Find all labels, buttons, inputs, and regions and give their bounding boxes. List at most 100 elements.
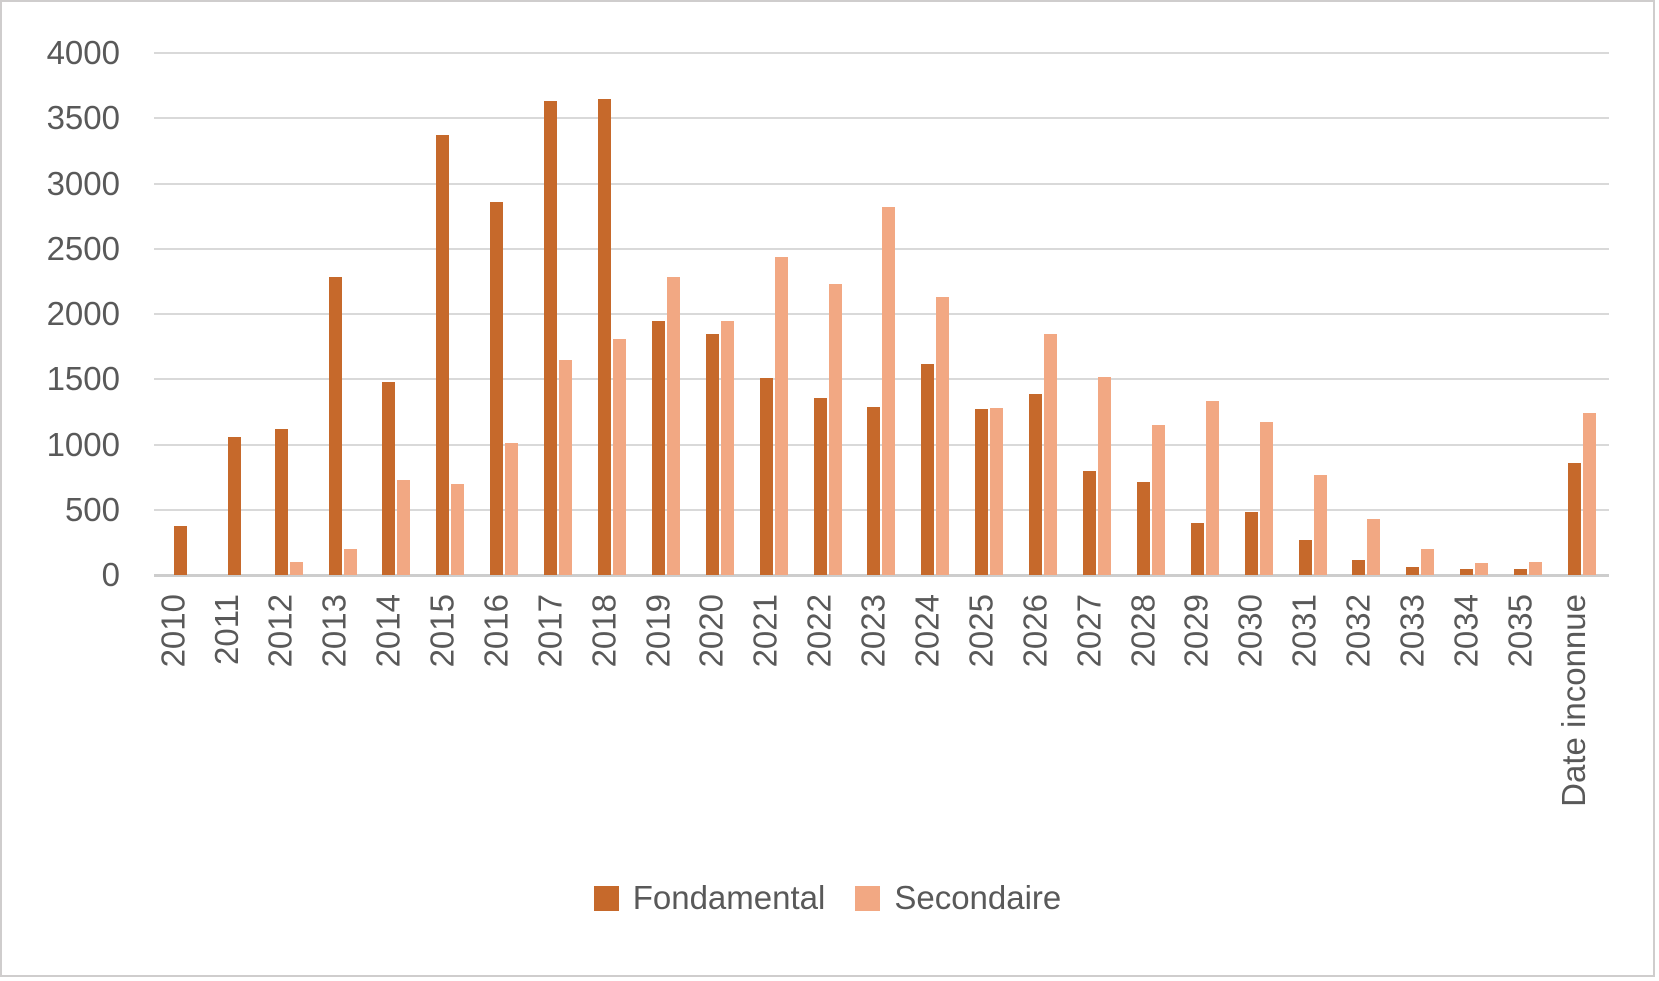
category-column-2021 — [747, 53, 801, 575]
bar-secondaire-2017 — [559, 359, 573, 575]
bar-secondaire-2021 — [774, 256, 788, 575]
category-column-2010 — [154, 53, 208, 575]
x-tick-label-2032: 2032 — [1339, 594, 1377, 668]
bar-secondaire-2032 — [1367, 518, 1381, 575]
bar-fondamental-2024 — [921, 363, 935, 575]
gridline-2000 — [154, 313, 1609, 315]
category-column-2026 — [1016, 53, 1070, 575]
bar-secondaire-2013 — [343, 548, 357, 575]
category-column-2028 — [1124, 53, 1178, 575]
category-column-2024 — [908, 53, 962, 575]
x-tick-label-2017: 2017 — [531, 594, 569, 668]
category-column-2033 — [1393, 53, 1447, 575]
category-column-2011 — [208, 53, 262, 575]
x-tick-label-2014: 2014 — [369, 594, 407, 668]
bar-fondamental-2032 — [1352, 560, 1366, 575]
x-tick-label-2027: 2027 — [1070, 594, 1108, 668]
x-tick-label-2026: 2026 — [1016, 594, 1054, 668]
bar-fondamental-2018 — [598, 98, 612, 575]
bar-fondamental-2014 — [382, 381, 396, 575]
bar-secondaire-date-inconnue — [1583, 413, 1597, 575]
x-tick-label-2018: 2018 — [585, 594, 623, 668]
category-column-2027 — [1070, 53, 1124, 575]
bar-secondaire-2014 — [397, 479, 411, 575]
category-column-2032 — [1340, 53, 1394, 575]
bar-secondaire-2026 — [1044, 333, 1058, 575]
category-column-2015 — [423, 53, 477, 575]
category-column-2022 — [801, 53, 855, 575]
x-tick-label-2030: 2030 — [1231, 594, 1269, 668]
legend-item-secondaire: Secondaire — [855, 878, 1061, 918]
plot-area — [154, 52, 1609, 577]
bar-secondaire-2034 — [1475, 562, 1489, 575]
bar-secondaire-2028 — [1151, 424, 1165, 575]
x-tick-label-2011: 2011 — [207, 594, 245, 665]
legend-swatch-fondamental-icon — [593, 885, 619, 911]
gridline-3500 — [154, 117, 1609, 120]
bar-fondamental-2013 — [328, 277, 342, 575]
bar-fondamental-2011 — [228, 436, 242, 575]
bar-secondaire-2020 — [720, 320, 734, 575]
x-tick-label-2024: 2024 — [908, 594, 946, 668]
x-tick-label-2019: 2019 — [638, 594, 676, 668]
y-tick-label-0: 0 — [101, 556, 120, 593]
bar-secondaire-2035 — [1529, 561, 1543, 575]
category-column-2019 — [639, 53, 693, 575]
bar-secondaire-2023 — [882, 207, 896, 575]
bar-fondamental-2033 — [1406, 566, 1420, 575]
bar-fondamental-2034 — [1460, 569, 1474, 575]
bar-secondaire-2030 — [1259, 422, 1273, 575]
category-column-2025 — [962, 53, 1016, 575]
x-axis-line — [154, 574, 1609, 577]
category-column-2030 — [1232, 53, 1286, 575]
x-tick-label-2028: 2028 — [1123, 594, 1161, 668]
bar-fondamental-2017 — [544, 101, 558, 575]
category-column-2016 — [477, 53, 531, 575]
bar-fondamental-2025 — [975, 409, 989, 575]
x-tick-label-2029: 2029 — [1177, 594, 1215, 668]
bar-secondaire-2018 — [613, 338, 627, 575]
gridline-500 — [154, 508, 1609, 511]
bar-secondaire-2025 — [990, 407, 1004, 575]
bar-fondamental-2035 — [1514, 569, 1528, 575]
y-tick-label-3500: 3500 — [46, 99, 120, 137]
bar-secondaire-2031 — [1313, 474, 1327, 575]
bar-fondamental-2019 — [651, 320, 665, 575]
x-tick-label-2025: 2025 — [962, 594, 1000, 668]
legend-label-fondamental: Fondamental — [632, 879, 826, 916]
bar-fondamental-2010 — [174, 526, 188, 575]
gridline-1000 — [154, 443, 1609, 446]
bar-fondamental-2029 — [1190, 522, 1204, 575]
bar-secondaire-2029 — [1205, 401, 1219, 575]
x-tick-label-2021: 2021 — [746, 594, 784, 668]
x-tick-label-2022: 2022 — [800, 594, 838, 668]
category-column-2029 — [1178, 53, 1232, 575]
bar-secondaire-2019 — [666, 277, 680, 575]
gridline-4000 — [154, 52, 1609, 54]
category-column-2035 — [1501, 53, 1555, 575]
category-column-2018 — [585, 53, 639, 575]
category-column-2012 — [262, 53, 316, 575]
category-column-2023 — [855, 53, 909, 575]
y-tick-label-1000: 1000 — [46, 425, 120, 463]
bar-fondamental-2012 — [274, 428, 288, 575]
x-tick-label-date-inconnue: Date inconnue — [1555, 594, 1593, 807]
bar-secondaire-2016 — [505, 443, 519, 575]
bar-fondamental-2020 — [705, 333, 719, 575]
y-tick-label-1500: 1500 — [46, 360, 120, 398]
x-tick-label-2033: 2033 — [1393, 594, 1431, 668]
bar-secondaire-2024 — [936, 297, 950, 575]
bar-secondaire-2027 — [1098, 376, 1112, 575]
gridline-1500 — [154, 378, 1609, 381]
bar-secondaire-2012 — [289, 561, 303, 575]
legend: Fondamental Secondaire — [2, 878, 1653, 918]
legend-swatch-secondaire-icon — [855, 885, 881, 911]
bar-fondamental-2016 — [490, 201, 504, 575]
gridline-3000 — [154, 182, 1609, 185]
bar-fondamental-2021 — [759, 377, 773, 575]
y-tick-label-500: 500 — [64, 490, 120, 528]
y-tick-label-2500: 2500 — [46, 229, 120, 267]
legend-label-secondaire: Secondaire — [894, 879, 1062, 916]
category-column-2034 — [1447, 53, 1501, 575]
